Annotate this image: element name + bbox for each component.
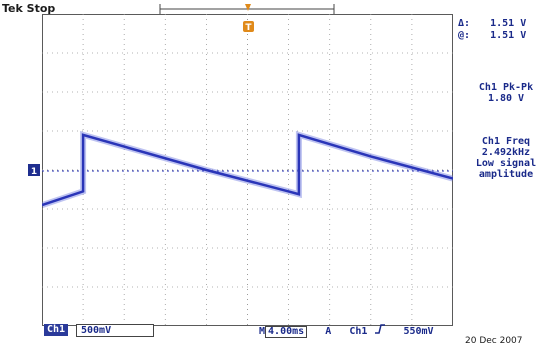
rising-edge-icon [373,324,387,338]
cursor-delta-readout: Δ: 1.51 V [458,18,526,29]
timebase-readout: M 4.00ms A Ch1 550mV [259,324,434,338]
delta-value: 1.51 V [490,18,527,29]
measurement-pkpk: Ch1 Pk-Pk 1.80 V [455,82,557,104]
freq-note-line1: Low signal [475,158,537,169]
trigger-marker-icon [243,21,254,32]
capture-date: 20 Dec 2007 [465,336,523,346]
delta-label: Δ: [458,18,471,29]
pkpk-label: Ch1 Pk-Pk [478,82,534,93]
ch1-scale: 500mV [76,324,154,337]
channel-marker: 1 [28,164,40,177]
measurement-freq: Ch1 Freq 2.492kHz Low signal amplitude [455,136,557,180]
ch1-marker-label: 1 [31,167,37,177]
record-overlay: T [159,4,335,33]
trigger-source: Ch1 [349,326,368,337]
graticule-area [42,14,453,326]
ch1-trace [42,133,453,207]
trigger-level: 550mV [403,326,434,337]
bottom-status-bar: Ch1 500mV M 4.00ms A Ch1 550mV [0,323,557,338]
ch1-ground-marker-icon [28,164,40,176]
run-state: Stop [26,2,56,15]
freq-value: 2.492kHz [481,147,531,158]
at-value: 1.51 V [490,30,527,41]
freq-label: Ch1 Freq [481,136,531,147]
timebase-prefix: M [259,326,266,337]
pkpk-value: 1.80 V [487,93,525,104]
brand-name: Tek [2,2,23,15]
cursor-at-readout: @: 1.51 V [458,30,526,41]
timebase-value: 4.00ms [265,326,308,338]
waveform-display [42,14,453,326]
trace-group [42,130,453,208]
at-label: @: [458,30,471,41]
trigger-marker-label: T [245,23,252,33]
graticule-grid [42,14,453,326]
brand-label: Tek Stop [2,2,55,15]
trigger-prefix: A [325,326,332,337]
freq-note-line2: amplitude [478,169,534,180]
top-status-bar: Tek Stop [0,0,557,18]
trigger-position-icon [245,4,251,11]
ch1-badge: Ch1 [44,324,69,336]
